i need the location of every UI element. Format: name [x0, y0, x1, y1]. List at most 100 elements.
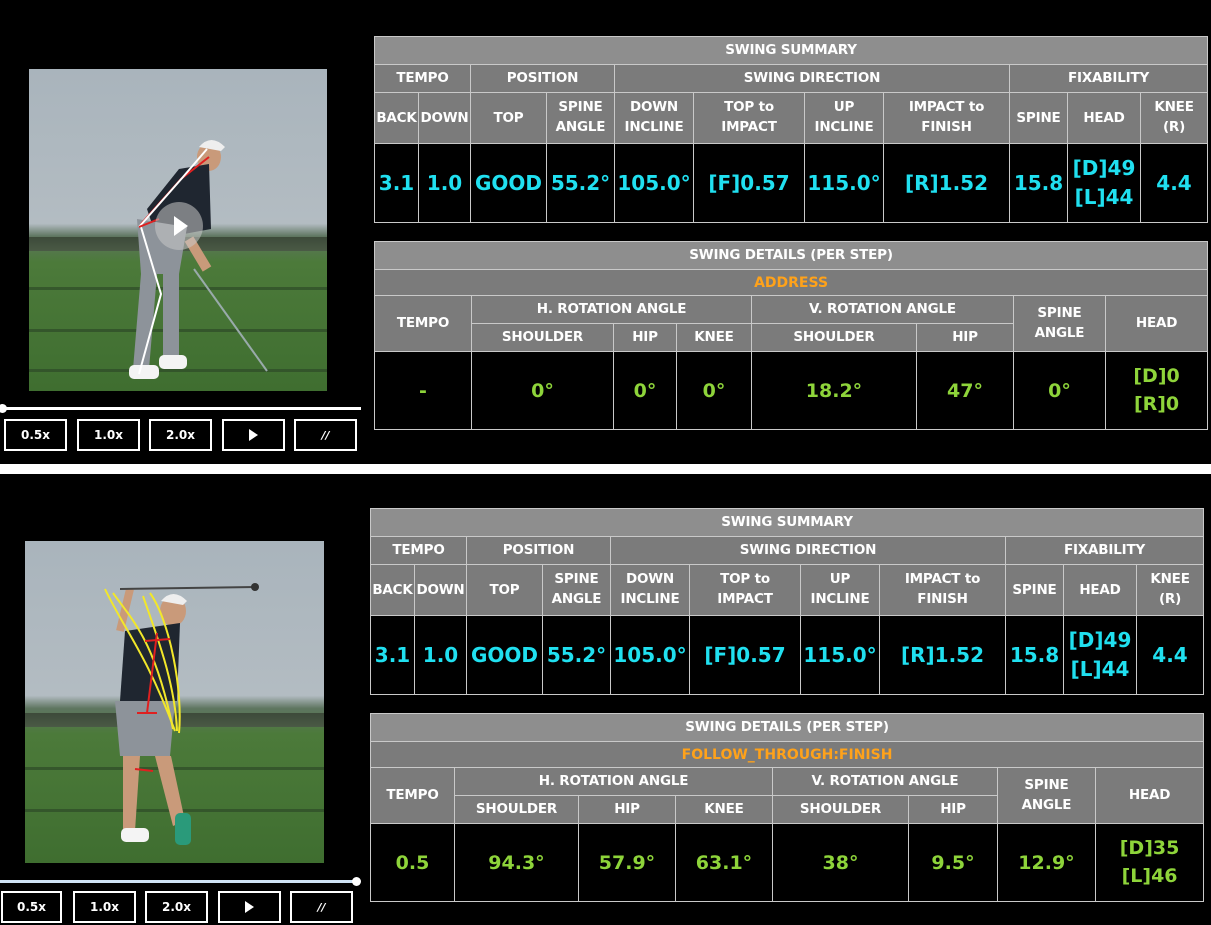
speed-2-0x-button[interactable]: 2.0x: [145, 891, 208, 923]
spine-header: SPINE: [1005, 564, 1064, 616]
spine-angle-header: SPINE ANGLE: [546, 92, 615, 144]
impact-to-finish-value: [R]1.52: [879, 615, 1006, 695]
up-incline-header: UP INCLINE: [800, 564, 880, 616]
swing-video-address[interactable]: [29, 69, 327, 391]
down-incline-value: 105.0°: [614, 143, 694, 223]
spine-value: 15.8: [1005, 615, 1064, 695]
h-hip-value: 57.9°: [578, 823, 676, 902]
tempo-header: TEMPO: [370, 536, 467, 565]
spine-angle-value: 55.2°: [546, 143, 615, 223]
position-header: POSITION: [466, 536, 611, 565]
speed-0-5x-button[interactable]: 0.5x: [1, 891, 62, 923]
v-shoulder-header: SHOULDER: [751, 323, 917, 352]
impact-to-finish-header: IMPACT to FINISH: [879, 564, 1006, 616]
h-shoulder-value: 0°: [471, 351, 614, 430]
head-value: [D]49 [L]44: [1067, 143, 1141, 223]
play-icon: [249, 429, 258, 441]
h-hip-header: HIP: [613, 323, 677, 352]
down-value: 1.0: [414, 615, 467, 695]
fixability-header: FIXABILITY: [1008, 64, 1209, 93]
head-header: HEAD: [1067, 92, 1141, 144]
v-shoulder-value: 18.2°: [751, 351, 917, 430]
analysis-panel-finish: 0.5x 1.0x 2.0x // SWING SUMMARY TEMPO PO…: [0, 474, 1211, 925]
current-step-label: FOLLOW_THROUGH:FINISH: [369, 741, 1205, 768]
play-button[interactable]: [222, 419, 285, 451]
video-progress-bar[interactable]: [0, 404, 361, 413]
swing-details-title: SWING DETAILS (PER STEP): [369, 713, 1205, 742]
up-incline-value: 115.0°: [800, 615, 880, 695]
up-incline-header: UP INCLINE: [804, 92, 884, 144]
head-value: [D]0 [R]0: [1104, 351, 1209, 430]
pause-button[interactable]: //: [294, 419, 357, 451]
head-header: HEAD: [1063, 564, 1137, 616]
progress-knob[interactable]: [0, 404, 7, 413]
back-header: BACK: [370, 564, 415, 616]
down-value: 1.0: [418, 143, 471, 223]
progress-knob[interactable]: [352, 877, 361, 886]
top-value: GOOD: [470, 143, 547, 223]
swing-video-finish[interactable]: [25, 541, 324, 863]
spine-angle-value: 12.9°: [997, 823, 1096, 902]
v-shoulder-value: 38°: [772, 823, 909, 902]
swing-direction-header: SWING DIRECTION: [610, 536, 1006, 565]
head-header: HEAD: [1104, 295, 1209, 352]
h-knee-header: KNEE: [675, 795, 773, 824]
spine-value: 15.8: [1009, 143, 1068, 223]
play-overlay-icon[interactable]: [155, 202, 203, 250]
spine-angle-header: SPINE ANGLE: [542, 564, 611, 616]
tempo-header: TEMPO: [374, 64, 471, 93]
spine-angle-header: SPINE ANGLE: [997, 767, 1096, 824]
down-incline-value: 105.0°: [610, 615, 690, 695]
h-hip-header: HIP: [578, 795, 676, 824]
swing-summary-title: SWING SUMMARY: [373, 36, 1209, 65]
fixability-header: FIXABILITY: [1004, 536, 1205, 565]
h-rotation-header: H. ROTATION ANGLE: [454, 767, 773, 796]
swing-details-table: SWING DETAILS (PER STEP) ADDRESS TEMPO H…: [373, 241, 1209, 430]
back-value: 3.1: [370, 615, 415, 695]
v-hip-header: HIP: [916, 323, 1014, 352]
top-header: TOP: [470, 92, 547, 144]
back-value: 3.1: [374, 143, 419, 223]
tempo-value: -: [374, 351, 472, 430]
position-header: POSITION: [470, 64, 615, 93]
impact-to-finish-value: [R]1.52: [883, 143, 1010, 223]
tempo-header: TEMPO: [374, 295, 472, 352]
head-header: HEAD: [1094, 767, 1205, 824]
speed-2-0x-button[interactable]: 2.0x: [149, 419, 212, 451]
swing-details-title: SWING DETAILS (PER STEP): [373, 241, 1209, 270]
current-step-label: ADDRESS: [373, 269, 1209, 296]
back-header: BACK: [374, 92, 419, 144]
swing-summary-table: SWING SUMMARY TEMPO POSITION SWING DIREC…: [373, 36, 1209, 223]
h-knee-header: KNEE: [676, 323, 752, 352]
analysis-panel-address: 0.5x 1.0x 2.0x // SWING SUMMARY TEMPO PO…: [0, 0, 1211, 462]
swing-details-table: SWING DETAILS (PER STEP) FOLLOW_THROUGH:…: [369, 713, 1205, 902]
play-button[interactable]: [218, 891, 281, 923]
h-shoulder-value: 94.3°: [454, 823, 579, 902]
knee-r-value: 4.4: [1135, 615, 1205, 695]
knee-r-value: 4.4: [1139, 143, 1209, 223]
golfer-figure-finish: [104, 583, 259, 845]
swing-summary-table: SWING SUMMARY TEMPO POSITION SWING DIREC…: [369, 508, 1205, 695]
v-hip-value: 9.5°: [908, 823, 998, 902]
knee-r-header: KNEE (R): [1135, 564, 1205, 616]
speed-0-5x-button[interactable]: 0.5x: [4, 419, 67, 451]
spine-angle-value: 55.2°: [542, 615, 611, 695]
panel-divider: [0, 464, 1211, 474]
down-header: DOWN: [418, 92, 471, 144]
v-hip-header: HIP: [908, 795, 998, 824]
video-progress-bar[interactable]: [0, 877, 361, 886]
speed-1-0x-button[interactable]: 1.0x: [73, 891, 136, 923]
top-to-impact-value: [F]0.57: [689, 615, 801, 695]
h-shoulder-header: SHOULDER: [454, 795, 579, 824]
v-shoulder-header: SHOULDER: [772, 795, 909, 824]
top-value: GOOD: [466, 615, 543, 695]
spine-angle-value: 0°: [1013, 351, 1106, 430]
pause-button[interactable]: //: [290, 891, 353, 923]
speed-1-0x-button[interactable]: 1.0x: [77, 419, 140, 451]
up-incline-value: 115.0°: [804, 143, 884, 223]
top-header: TOP: [466, 564, 543, 616]
v-rotation-header: V. ROTATION ANGLE: [751, 295, 1014, 324]
top-to-impact-value: [F]0.57: [693, 143, 805, 223]
top-to-impact-header: TOP to IMPACT: [693, 92, 805, 144]
tempo-header: TEMPO: [370, 767, 455, 824]
